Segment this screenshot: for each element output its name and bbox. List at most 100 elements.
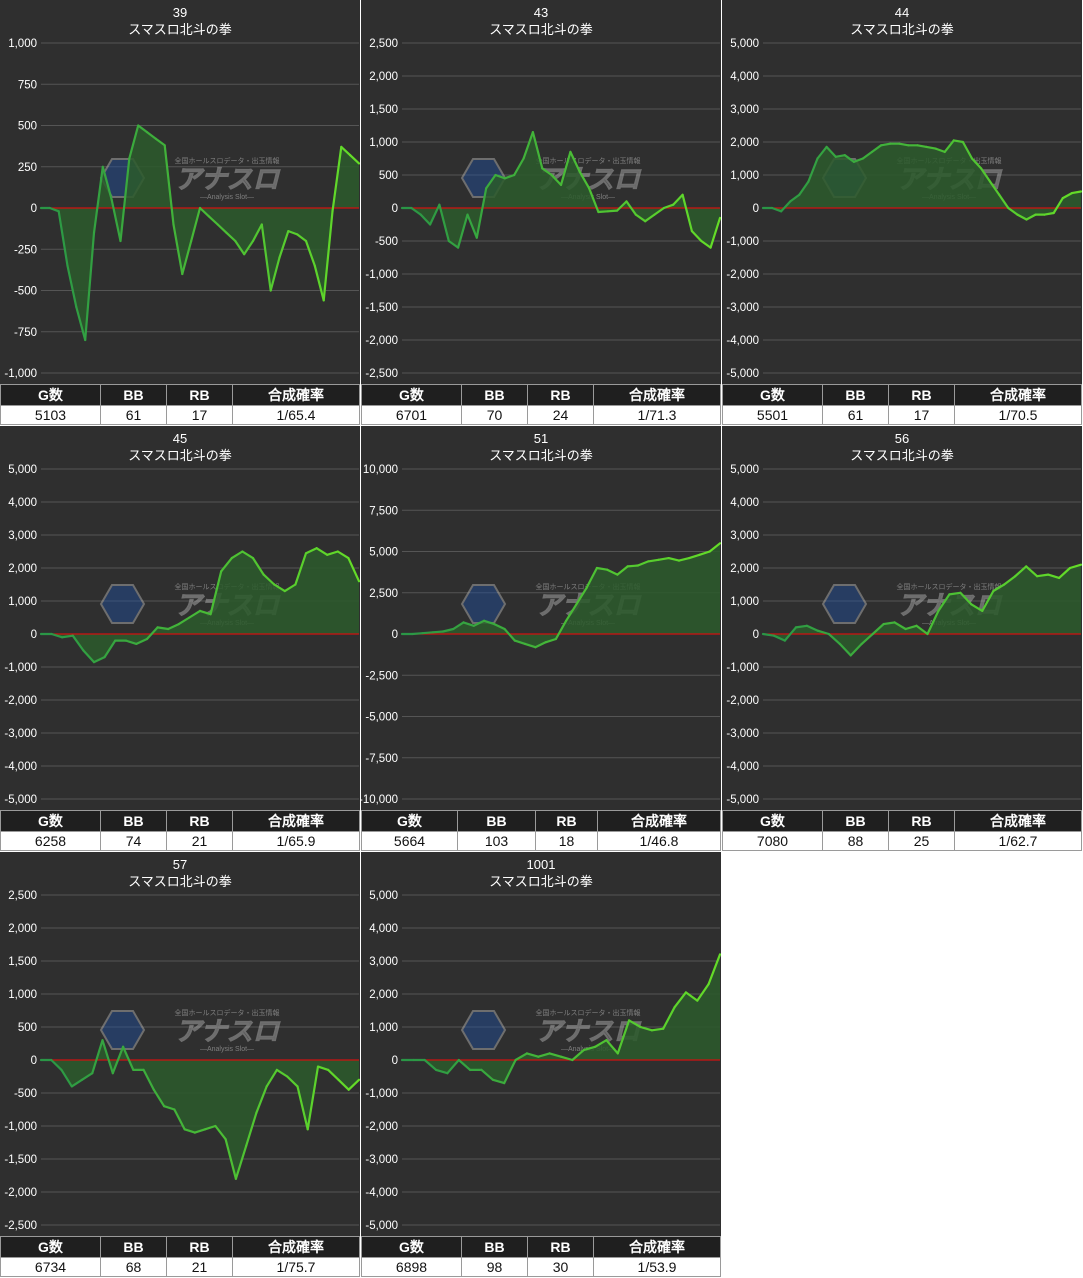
series-segment xyxy=(313,264,325,302)
y-tick-label: -750 xyxy=(14,327,37,339)
y-tick-label: -500 xyxy=(375,236,398,248)
series-segment xyxy=(255,1085,268,1114)
chart-subtitle: スマスロ北斗の拳 xyxy=(128,874,232,890)
stats-header-row: G数 BB RB 合成確率 xyxy=(722,384,1082,406)
series-segment xyxy=(209,570,223,616)
series-segment xyxy=(541,167,553,177)
series-segment xyxy=(805,624,819,632)
rate-value: 1/65.4 xyxy=(232,405,360,425)
series-segment xyxy=(260,223,272,292)
series-segment xyxy=(594,1039,608,1048)
chart-panel-56: 56 スマスロ北斗の拳 -5,000 -4,000 -3,000 -2,000 -1,000… xyxy=(722,426,1082,852)
rb-header: RB xyxy=(527,384,594,406)
series-segment xyxy=(970,157,983,170)
y-tick-label: 2,500 xyxy=(369,588,398,600)
y-tick-label: -5,000 xyxy=(4,794,37,806)
stats-table-39: G数 BB RB 合成確率 5103 61 17 1/65.4 xyxy=(0,384,360,425)
y-tick-label: 500 xyxy=(18,121,37,133)
stats-header-row: G数 BB RB 合成確率 xyxy=(0,1236,360,1258)
rate-header: 合成確率 xyxy=(593,1236,721,1258)
y-tick-label: 3,000 xyxy=(730,104,759,116)
series-segment xyxy=(565,603,578,622)
series-segment xyxy=(135,637,149,645)
y-tick-label: 2,000 xyxy=(8,923,37,935)
bb-value: 68 xyxy=(100,1257,167,1277)
series-segment xyxy=(177,616,191,626)
series-segment xyxy=(84,231,96,342)
y-tick-label: -7,500 xyxy=(365,753,398,765)
series-segment xyxy=(207,215,219,226)
stats-table-44: G数 BB RB 合成確率 5501 61 17 1/70.5 xyxy=(722,384,1082,425)
series-segment xyxy=(466,213,478,239)
series-segment xyxy=(606,568,619,576)
series-segment xyxy=(861,150,874,160)
chart-title: 57 xyxy=(173,857,187,872)
data-area xyxy=(41,1040,359,1179)
rate-value: 1/53.9 xyxy=(593,1257,721,1277)
series-segment xyxy=(616,1019,631,1055)
series-segment xyxy=(709,216,721,249)
series-segment xyxy=(457,1058,472,1071)
series-segment xyxy=(575,586,588,606)
series-segment xyxy=(101,1039,114,1075)
stats-table-51: G数 BB RB 合成確率 5664 103 18 1/46.8 xyxy=(361,810,721,851)
stats-header-row: G数 BB RB 合成確率 xyxy=(722,810,1082,832)
rate-value: 1/71.3 xyxy=(593,405,721,425)
series-segment xyxy=(700,239,712,249)
watermark-hexagon-icon xyxy=(99,584,146,624)
series-segment xyxy=(475,187,488,239)
series-segment xyxy=(616,200,628,212)
series-segment xyxy=(707,953,721,986)
series-segment xyxy=(142,1068,155,1091)
rb-header: RB xyxy=(888,384,955,406)
series-segment xyxy=(411,632,424,636)
bb-value: 88 xyxy=(822,831,889,851)
y-tick-label: -10,000 xyxy=(361,794,398,806)
series-segment xyxy=(1025,213,1037,221)
y-tick-label: 10,000 xyxy=(363,464,398,476)
series-segment xyxy=(80,1072,94,1081)
chart-title: 44 xyxy=(895,5,909,20)
stats-value-row: 5664 103 18 1/46.8 xyxy=(361,831,721,851)
series-segment xyxy=(224,1138,237,1180)
series-segment xyxy=(1036,573,1050,578)
series-segment xyxy=(145,131,157,140)
series-segment xyxy=(306,1065,320,1131)
series-segment xyxy=(347,557,360,583)
series-segment xyxy=(322,210,334,302)
chart-subtitle: スマスロ北斗の拳 xyxy=(489,448,593,464)
chart-panel-43: 43 スマスロ北斗の拳 -2,500 -2,000 -1,500 -1,000 -500 0 5… xyxy=(361,0,721,426)
series-segment xyxy=(441,627,455,633)
rb-value: 24 xyxy=(527,405,594,425)
series-segment xyxy=(662,203,675,210)
chart-39: 39 スマスロ北斗の拳 -1,000 -750 -500 -250 0 250 500 750 1,… xyxy=(0,0,360,384)
series-segment xyxy=(251,223,263,243)
series-segment xyxy=(513,157,525,177)
y-tick-label: 4,000 xyxy=(730,497,759,509)
y-tick-label: 7,500 xyxy=(369,505,398,517)
rb-value: 30 xyxy=(527,1257,594,1277)
series-segment xyxy=(524,642,537,649)
chart-subtitle: スマスロ北斗の拳 xyxy=(489,22,593,38)
series-segment xyxy=(419,213,432,226)
series-segment xyxy=(807,157,819,183)
bb-header: BB xyxy=(822,810,889,832)
games-header: G数 xyxy=(722,810,823,832)
watermark-hexagon-icon xyxy=(99,1010,146,1050)
y-tick-label: -1,000 xyxy=(4,1121,37,1133)
y-tick-label: 1,000 xyxy=(730,170,759,182)
y-tick-label: -4,000 xyxy=(726,761,759,773)
stats-header-row: G数 BB RB 合成確率 xyxy=(0,810,360,832)
y-tick-label: -1,500 xyxy=(365,302,398,314)
series-segment xyxy=(870,144,883,153)
series-segment xyxy=(636,560,650,567)
y-tick-label: -5,000 xyxy=(726,368,759,380)
series-segment xyxy=(673,991,687,1009)
watermark-tagline: 全国ホールスロデータ・出玉情報 xyxy=(897,582,1002,591)
stats-table-43: G数 BB RB 合成確率 6701 70 24 1/71.3 xyxy=(361,384,721,425)
series-segment xyxy=(780,200,792,213)
series-segment xyxy=(172,223,184,276)
series-segment xyxy=(582,1045,597,1052)
y-tick-label: 2,000 xyxy=(369,71,398,83)
